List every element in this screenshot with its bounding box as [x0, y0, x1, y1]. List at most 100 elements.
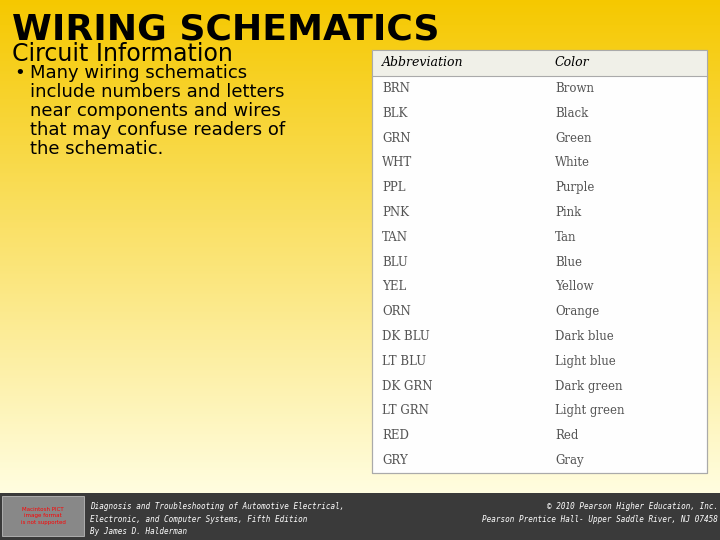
- Bar: [0, 350, 720, 352]
- Bar: [0, 276, 720, 278]
- Bar: [0, 258, 720, 260]
- Bar: [0, 399, 720, 401]
- Bar: [0, 426, 720, 427]
- Bar: [0, 446, 720, 447]
- Bar: [0, 342, 720, 343]
- Bar: [0, 159, 720, 161]
- Bar: [0, 90, 720, 92]
- Bar: [0, 97, 720, 99]
- Bar: [0, 61, 720, 63]
- Bar: [0, 167, 720, 169]
- Bar: [0, 225, 720, 227]
- Bar: [0, 261, 720, 263]
- Text: BLK: BLK: [382, 107, 408, 120]
- Bar: [0, 202, 720, 204]
- Bar: [0, 176, 720, 178]
- Text: the schematic.: the schematic.: [30, 140, 163, 158]
- Text: ORN: ORN: [382, 305, 410, 318]
- Bar: [0, 104, 720, 105]
- Bar: [0, 332, 720, 334]
- Bar: [0, 41, 720, 43]
- Bar: [0, 191, 720, 192]
- Bar: [0, 309, 720, 310]
- Bar: [0, 208, 720, 211]
- Bar: [0, 238, 720, 240]
- Bar: [0, 327, 720, 329]
- Bar: [0, 72, 720, 74]
- Text: Green: Green: [555, 132, 592, 145]
- Bar: [0, 343, 720, 345]
- Bar: [0, 243, 720, 245]
- Bar: [0, 488, 720, 490]
- Bar: [0, 401, 720, 403]
- Bar: [0, 335, 720, 337]
- Bar: [0, 245, 720, 246]
- Bar: [0, 422, 720, 424]
- Bar: [0, 36, 720, 38]
- Bar: [0, 326, 720, 327]
- Bar: [0, 406, 720, 408]
- Bar: [0, 2, 720, 3]
- Bar: [0, 20, 720, 22]
- Bar: [0, 458, 720, 460]
- Bar: [0, 383, 720, 384]
- Bar: [0, 485, 720, 487]
- Bar: [0, 427, 720, 429]
- Bar: [0, 33, 720, 35]
- Bar: [0, 199, 720, 200]
- Bar: [372, 50, 707, 76]
- Text: PPL: PPL: [382, 181, 405, 194]
- Bar: [0, 355, 720, 356]
- Bar: [0, 232, 720, 233]
- Bar: [0, 13, 720, 15]
- Bar: [0, 381, 720, 383]
- Text: Circuit Information: Circuit Information: [12, 42, 233, 66]
- Bar: [0, 44, 720, 46]
- Bar: [0, 187, 720, 189]
- Bar: [0, 52, 720, 54]
- Bar: [0, 467, 720, 468]
- Text: GRN: GRN: [382, 132, 410, 145]
- Text: White: White: [555, 157, 590, 170]
- Bar: [0, 131, 720, 133]
- Bar: [0, 449, 720, 450]
- Bar: [0, 396, 720, 397]
- Bar: [0, 490, 720, 491]
- Bar: [0, 322, 720, 324]
- Bar: [0, 126, 720, 128]
- Bar: [372, 50, 707, 473]
- Bar: [0, 437, 720, 439]
- Bar: [0, 181, 720, 183]
- Text: Black: Black: [555, 107, 588, 120]
- Bar: [0, 441, 720, 442]
- Bar: [0, 58, 720, 59]
- Bar: [0, 393, 720, 394]
- Bar: [0, 207, 720, 208]
- Text: Light green: Light green: [555, 404, 624, 417]
- Bar: [0, 25, 720, 26]
- Bar: [0, 491, 720, 493]
- Text: Gray: Gray: [555, 454, 584, 467]
- Text: Yellow: Yellow: [555, 280, 593, 293]
- Bar: [0, 179, 720, 181]
- Bar: [0, 35, 720, 36]
- Bar: [0, 358, 720, 360]
- Bar: [0, 11, 720, 13]
- Bar: [0, 302, 720, 304]
- Bar: [0, 145, 720, 146]
- Bar: [0, 204, 720, 205]
- Bar: [0, 411, 720, 413]
- Bar: [0, 353, 720, 355]
- Bar: [0, 8, 720, 10]
- Text: DK BLU: DK BLU: [382, 330, 430, 343]
- Text: Brown: Brown: [555, 82, 594, 95]
- Bar: [0, 337, 720, 339]
- Text: LT GRN: LT GRN: [382, 404, 429, 417]
- Bar: [0, 429, 720, 430]
- Bar: [0, 64, 720, 66]
- Bar: [0, 462, 720, 463]
- Bar: [0, 315, 720, 317]
- Text: RED: RED: [382, 429, 409, 442]
- Bar: [0, 77, 720, 79]
- Bar: [0, 28, 720, 30]
